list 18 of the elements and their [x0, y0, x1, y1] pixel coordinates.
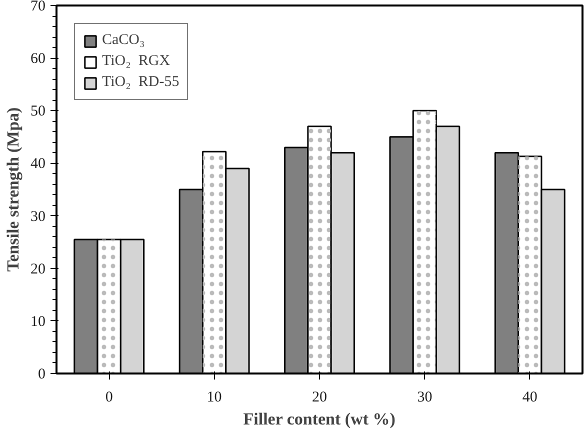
x-axis-title: Filler content (wt %) — [243, 410, 396, 428]
legend-label: CaCO₃ — [102, 32, 145, 49]
legend-label: TiO₂ RGX — [102, 53, 170, 70]
y-axis-title: Tensile strength (Mpa) — [4, 107, 22, 272]
y-tick-label: 50 — [30, 104, 46, 120]
x-tick-label: 20 — [312, 390, 327, 406]
legend-label: TiO₂ RD-55 — [102, 74, 180, 91]
y-tick-label: 30 — [30, 208, 46, 225]
x-tick-label: 10 — [206, 390, 222, 406]
y-tick-label: 10 — [30, 314, 46, 330]
y-tick-label: 40 — [30, 156, 46, 172]
x-tick-label: 0 — [105, 390, 113, 406]
y-tick-label: 0 — [38, 366, 46, 382]
y-tick-label: 20 — [30, 261, 46, 278]
x-tick-label: 40 — [522, 390, 538, 406]
x-tick-label: 30 — [417, 390, 432, 406]
y-tick-label: 60 — [30, 51, 46, 68]
y-tick-label: 70 — [30, 0, 46, 14]
